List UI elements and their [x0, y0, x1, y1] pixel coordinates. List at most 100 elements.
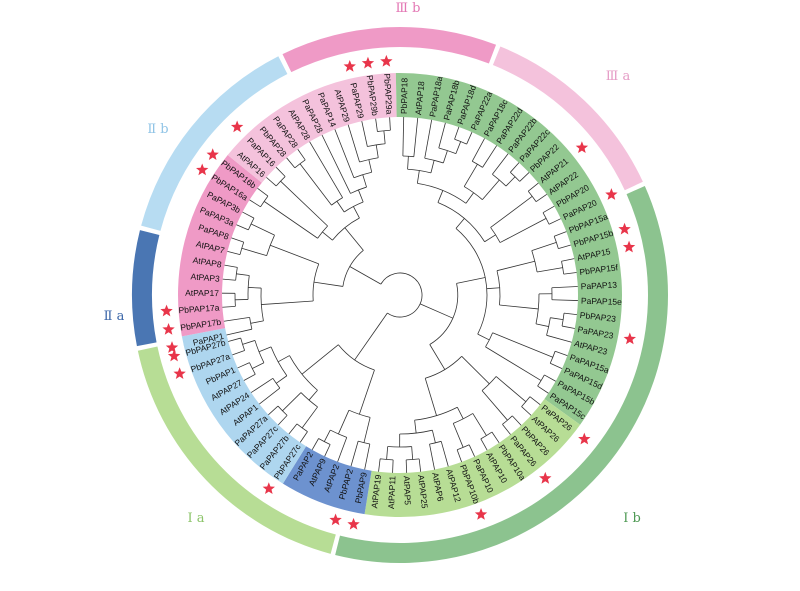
star-icon: [618, 222, 631, 235]
clade-band-IIb: [183, 334, 307, 484]
tree-branch: [463, 164, 478, 187]
tree-branch: [263, 201, 318, 239]
tree-branch: [259, 387, 281, 405]
tree-branch: [455, 218, 465, 229]
star-icon: [361, 56, 375, 69]
leaf-label: AtPAP25: [416, 474, 430, 509]
tree-branch: [542, 205, 555, 214]
tree-branch: [266, 177, 277, 187]
star-icon: [347, 517, 360, 530]
tree-arc: [331, 197, 343, 206]
tree-branch: [465, 192, 474, 204]
tree-arc: [429, 283, 459, 345]
tree-branch: [358, 189, 364, 203]
tree-branch: [561, 325, 575, 329]
tree-arc: [377, 129, 391, 132]
clade-color-bands: [177, 73, 622, 517]
tree-branch: [456, 407, 464, 419]
leaf-label: PbPAP17a: [178, 302, 220, 315]
leaf-label: AtPAP18: [413, 80, 426, 115]
tree-branch: [270, 244, 319, 265]
tree-branch: [354, 312, 388, 361]
star-icon: [474, 508, 488, 520]
tree-branch: [224, 264, 238, 268]
clade-band-Ia: [364, 399, 581, 517]
tree-branch: [419, 303, 454, 319]
tree-branch: [551, 286, 578, 289]
star-icon: [329, 513, 342, 526]
tree-branch: [416, 170, 420, 184]
tree-arc: [407, 168, 432, 174]
tree-branch: [461, 356, 490, 385]
tree-branch: [499, 218, 547, 243]
tree-arc: [531, 250, 538, 273]
clade-band-IIIa: [227, 73, 397, 183]
tree-branch: [242, 340, 256, 345]
tree-branch: [528, 182, 539, 192]
tree-branch: [236, 273, 250, 276]
tree-arc: [300, 392, 318, 408]
tree-branch: [237, 362, 250, 369]
tree-branch: [280, 180, 328, 227]
tree-arc: [272, 378, 281, 389]
tree-branch: [288, 423, 298, 435]
star-icon: [575, 141, 589, 154]
tree-arc: [235, 267, 238, 281]
star-icon: [343, 59, 356, 72]
tree-branch: [482, 179, 500, 200]
tree-branch: [413, 117, 419, 157]
tree-arc: [561, 261, 565, 275]
tree-branch: [484, 234, 496, 243]
tree-arc: [266, 234, 275, 256]
tree-branch: [555, 350, 568, 356]
tree-branch: [277, 415, 288, 426]
clade-label-IIa: Ⅱ a: [104, 309, 125, 324]
tree-arc: [402, 155, 414, 158]
tree-branch: [277, 355, 290, 363]
tree-branch: [437, 190, 444, 203]
tree-branch: [311, 438, 319, 451]
tree-branch: [375, 118, 378, 132]
tree-branch: [521, 406, 532, 416]
clade-label-IIIb: Ⅲ b: [396, 1, 421, 16]
tree-arc: [521, 396, 531, 407]
tree-branch: [275, 166, 286, 177]
clade-label-IIb: Ⅱ b: [147, 122, 168, 137]
tree-arc: [485, 332, 493, 348]
clade-label-Ia: Ⅰ a: [187, 511, 204, 526]
ring-segment-IIIa: [492, 46, 643, 191]
star-icon: [605, 188, 618, 200]
ring-segment-Ia: [137, 346, 336, 554]
tree-branch: [482, 145, 498, 168]
tree-arc: [481, 376, 497, 391]
tree-branch: [480, 438, 488, 451]
tree-branch: [257, 187, 269, 197]
tree-branch: [442, 150, 448, 164]
tree-branch: [308, 389, 318, 401]
tree-branch: [456, 449, 463, 463]
ring-segment-IIa: [132, 230, 160, 347]
tree-branch: [250, 320, 264, 324]
clade-label-IIIa: Ⅲ a: [606, 69, 631, 84]
leaf-label: PbPAP23: [579, 310, 616, 324]
tree-branch: [537, 267, 563, 273]
tree-branch: [231, 237, 244, 243]
tree-branch: [250, 378, 274, 393]
tree-branch: [282, 392, 302, 412]
tree-branch: [402, 117, 405, 157]
tree-branch: [336, 201, 345, 213]
leaf-label: PbPAP15f: [579, 262, 619, 277]
tree-branch: [299, 431, 308, 443]
tree-branch: [485, 346, 542, 381]
tree-arc: [343, 201, 364, 213]
star-icon: [160, 304, 173, 317]
tree-arc: [296, 423, 308, 432]
star-icon: [196, 163, 209, 176]
tree-branch: [337, 437, 348, 462]
tree-branch: [512, 415, 522, 426]
tree-branch: [502, 424, 511, 435]
tree-branch: [535, 193, 548, 202]
tree-branch: [414, 420, 417, 434]
tree-branch: [535, 323, 549, 327]
